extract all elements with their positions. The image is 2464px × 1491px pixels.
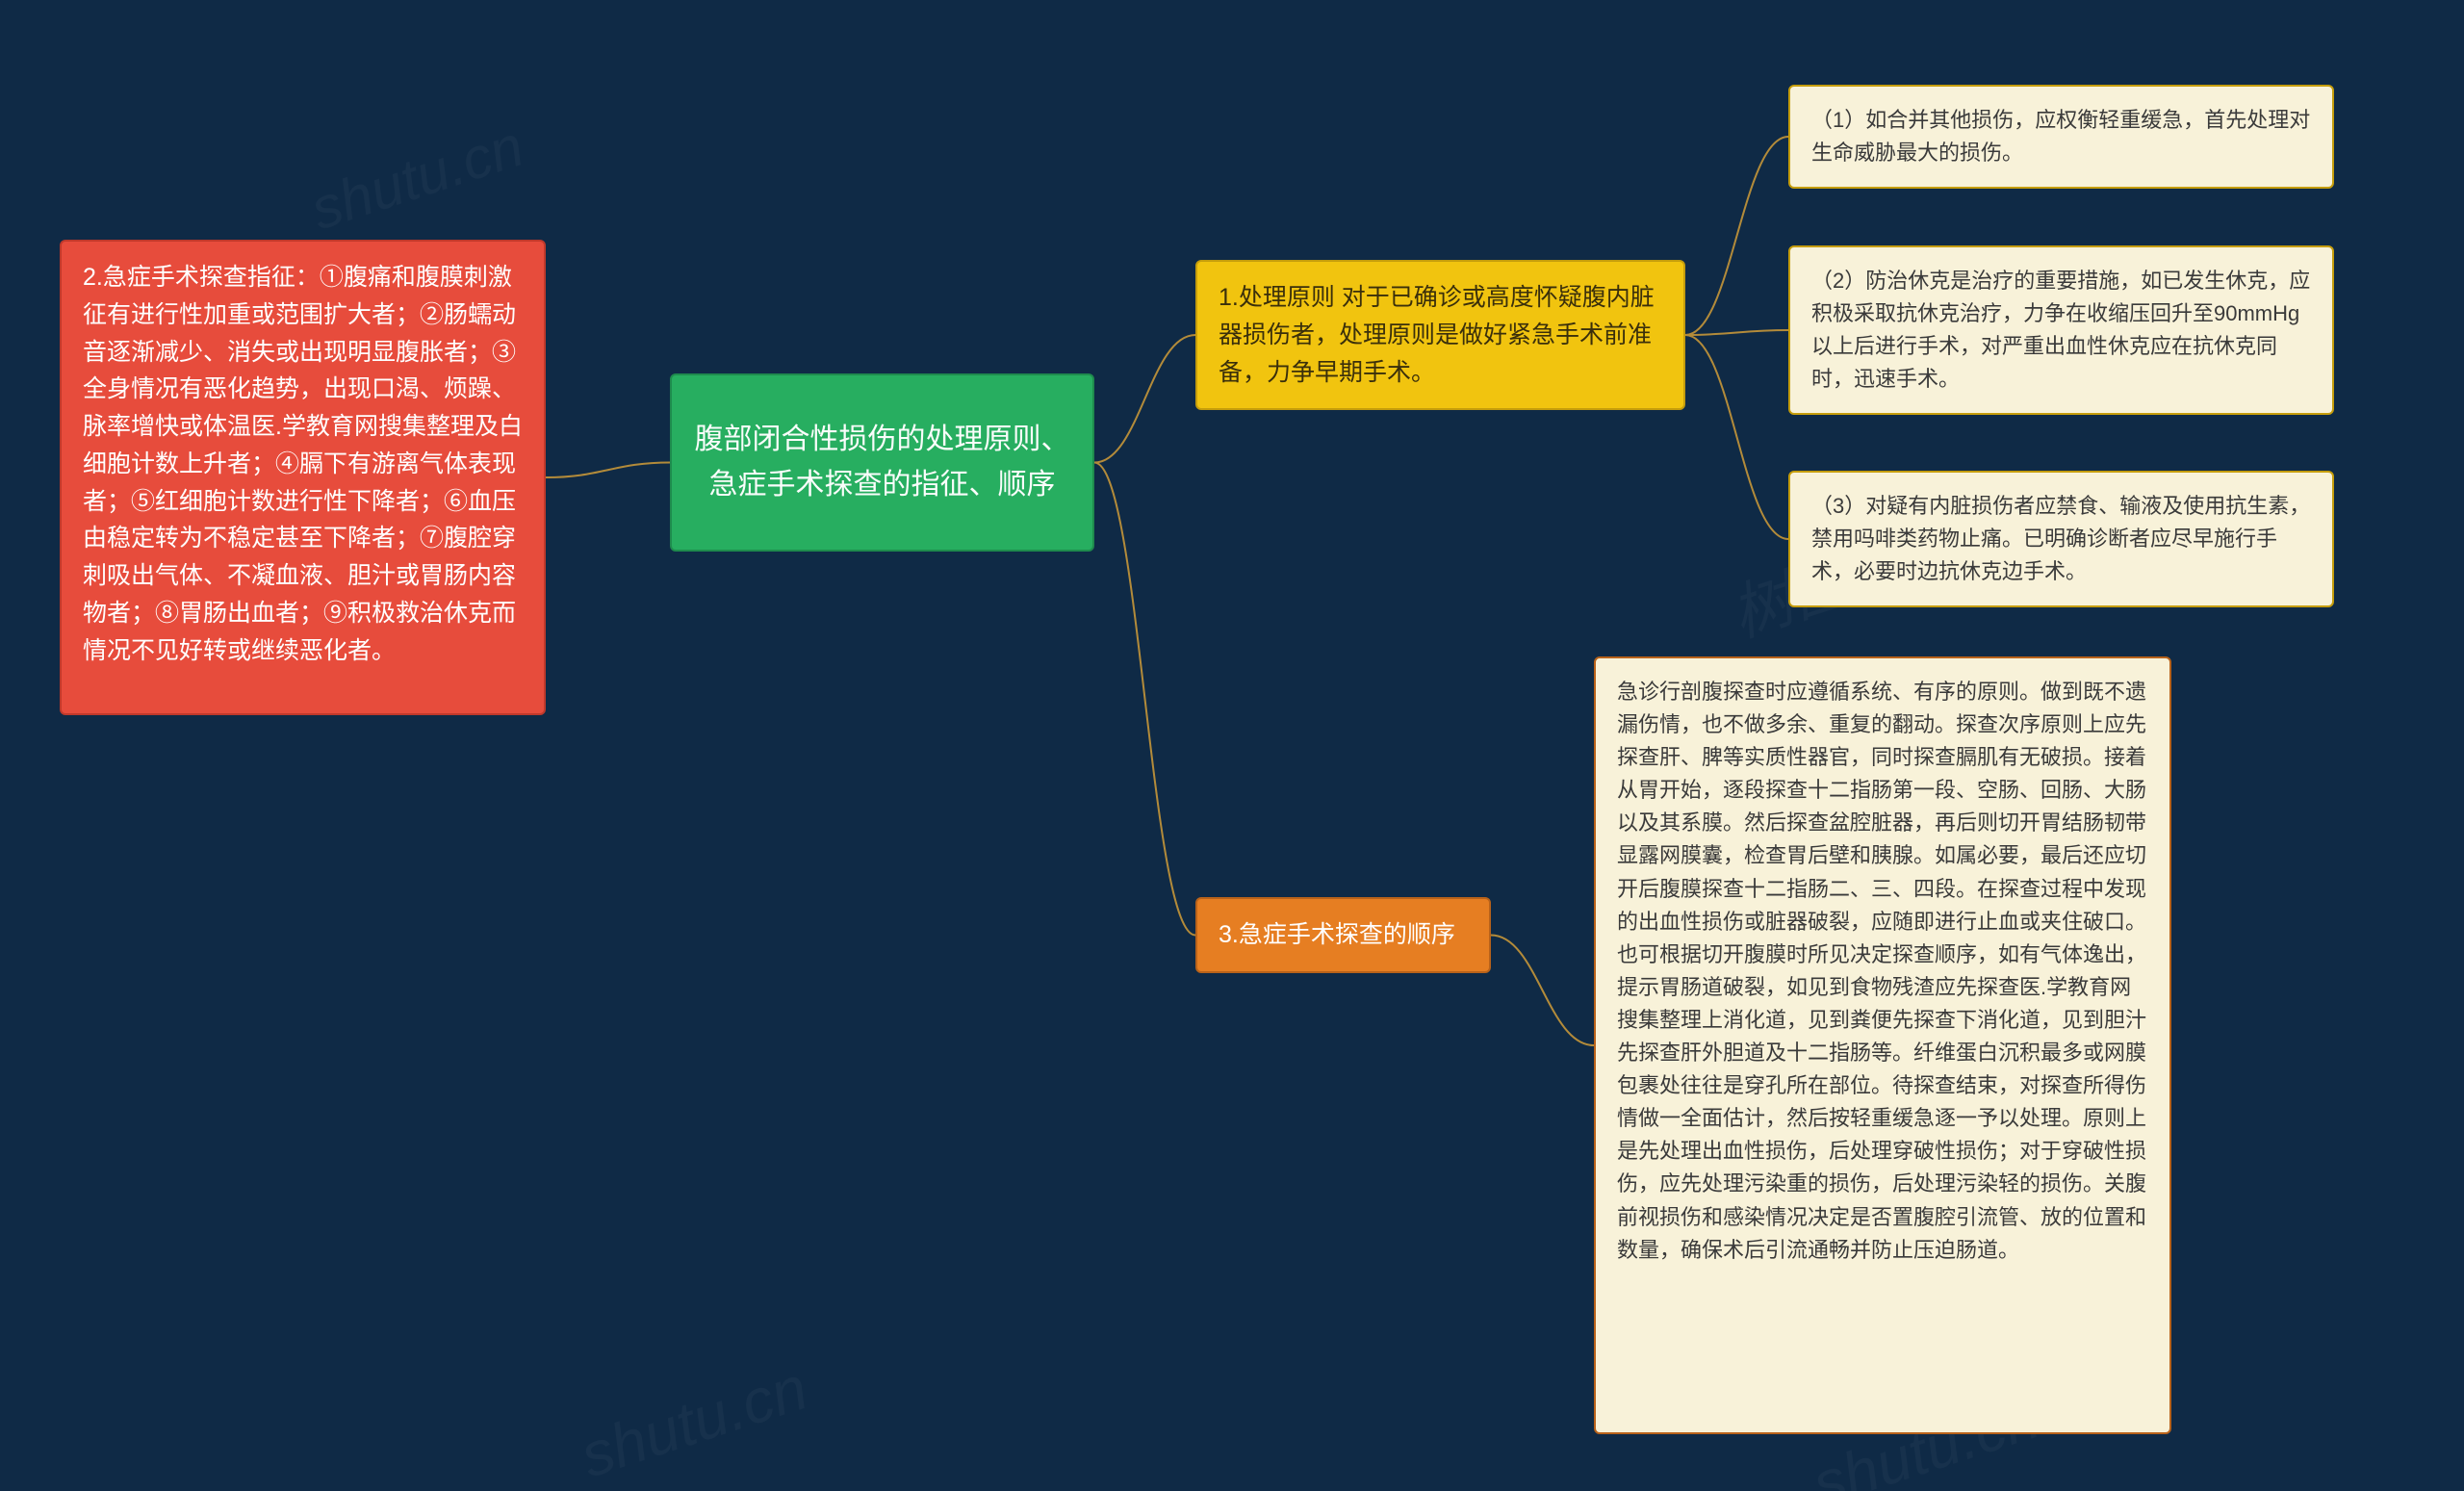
mindmap-node-root[interactable]: 腹部闭合性损伤的处理原则、急症手术探查的指征、顺序 (670, 373, 1094, 552)
mindmap-node-leaf2[interactable]: （2）防治休克是治疗的重要措施，如已发生休克，应积极采取抗休克治疗，力争在收缩压… (1788, 245, 2334, 415)
watermark: shutu.cn (572, 1351, 815, 1491)
edge (1685, 137, 1788, 335)
mindmap-node-right3[interactable]: 3.急症手术探查的顺序 (1195, 897, 1491, 973)
mindmap-node-leaf1[interactable]: （1）如合并其他损伤，应权衡轻重缓急，首先处理对生命威胁最大的损伤。 (1788, 85, 2334, 189)
mindmap-node-left2[interactable]: 2.急症手术探查指征：①腹痛和腹膜刺激征有进行性加重或范围扩大者；②肠蠕动音逐渐… (60, 240, 546, 715)
edge (546, 463, 670, 478)
edge (1094, 335, 1195, 463)
watermark: shutu.cn (303, 113, 531, 244)
edge (1491, 936, 1594, 1046)
edge (1094, 463, 1195, 936)
mindmap-node-right1[interactable]: 1.处理原则 对于已确诊或高度怀疑腹内脏器损伤者，处理原则是做好紧急手术前准备，… (1195, 260, 1685, 410)
edge (1685, 330, 1788, 335)
mindmap-node-leaf3[interactable]: （3）对疑有内脏损伤者应禁食、输液及使用抗生素，禁用吗啡类药物止痛。已明确诊断者… (1788, 471, 2334, 607)
mindmap-node-leaf4[interactable]: 急诊行剖腹探查时应遵循系统、有序的原则。做到既不遗漏伤情，也不做多余、重复的翻动… (1594, 656, 2171, 1434)
mindmap-stage: shutu.cnshutu.cn树图 shutu.cnshutu.cn腹部闭合性… (0, 0, 2464, 1491)
edge (1685, 335, 1788, 539)
